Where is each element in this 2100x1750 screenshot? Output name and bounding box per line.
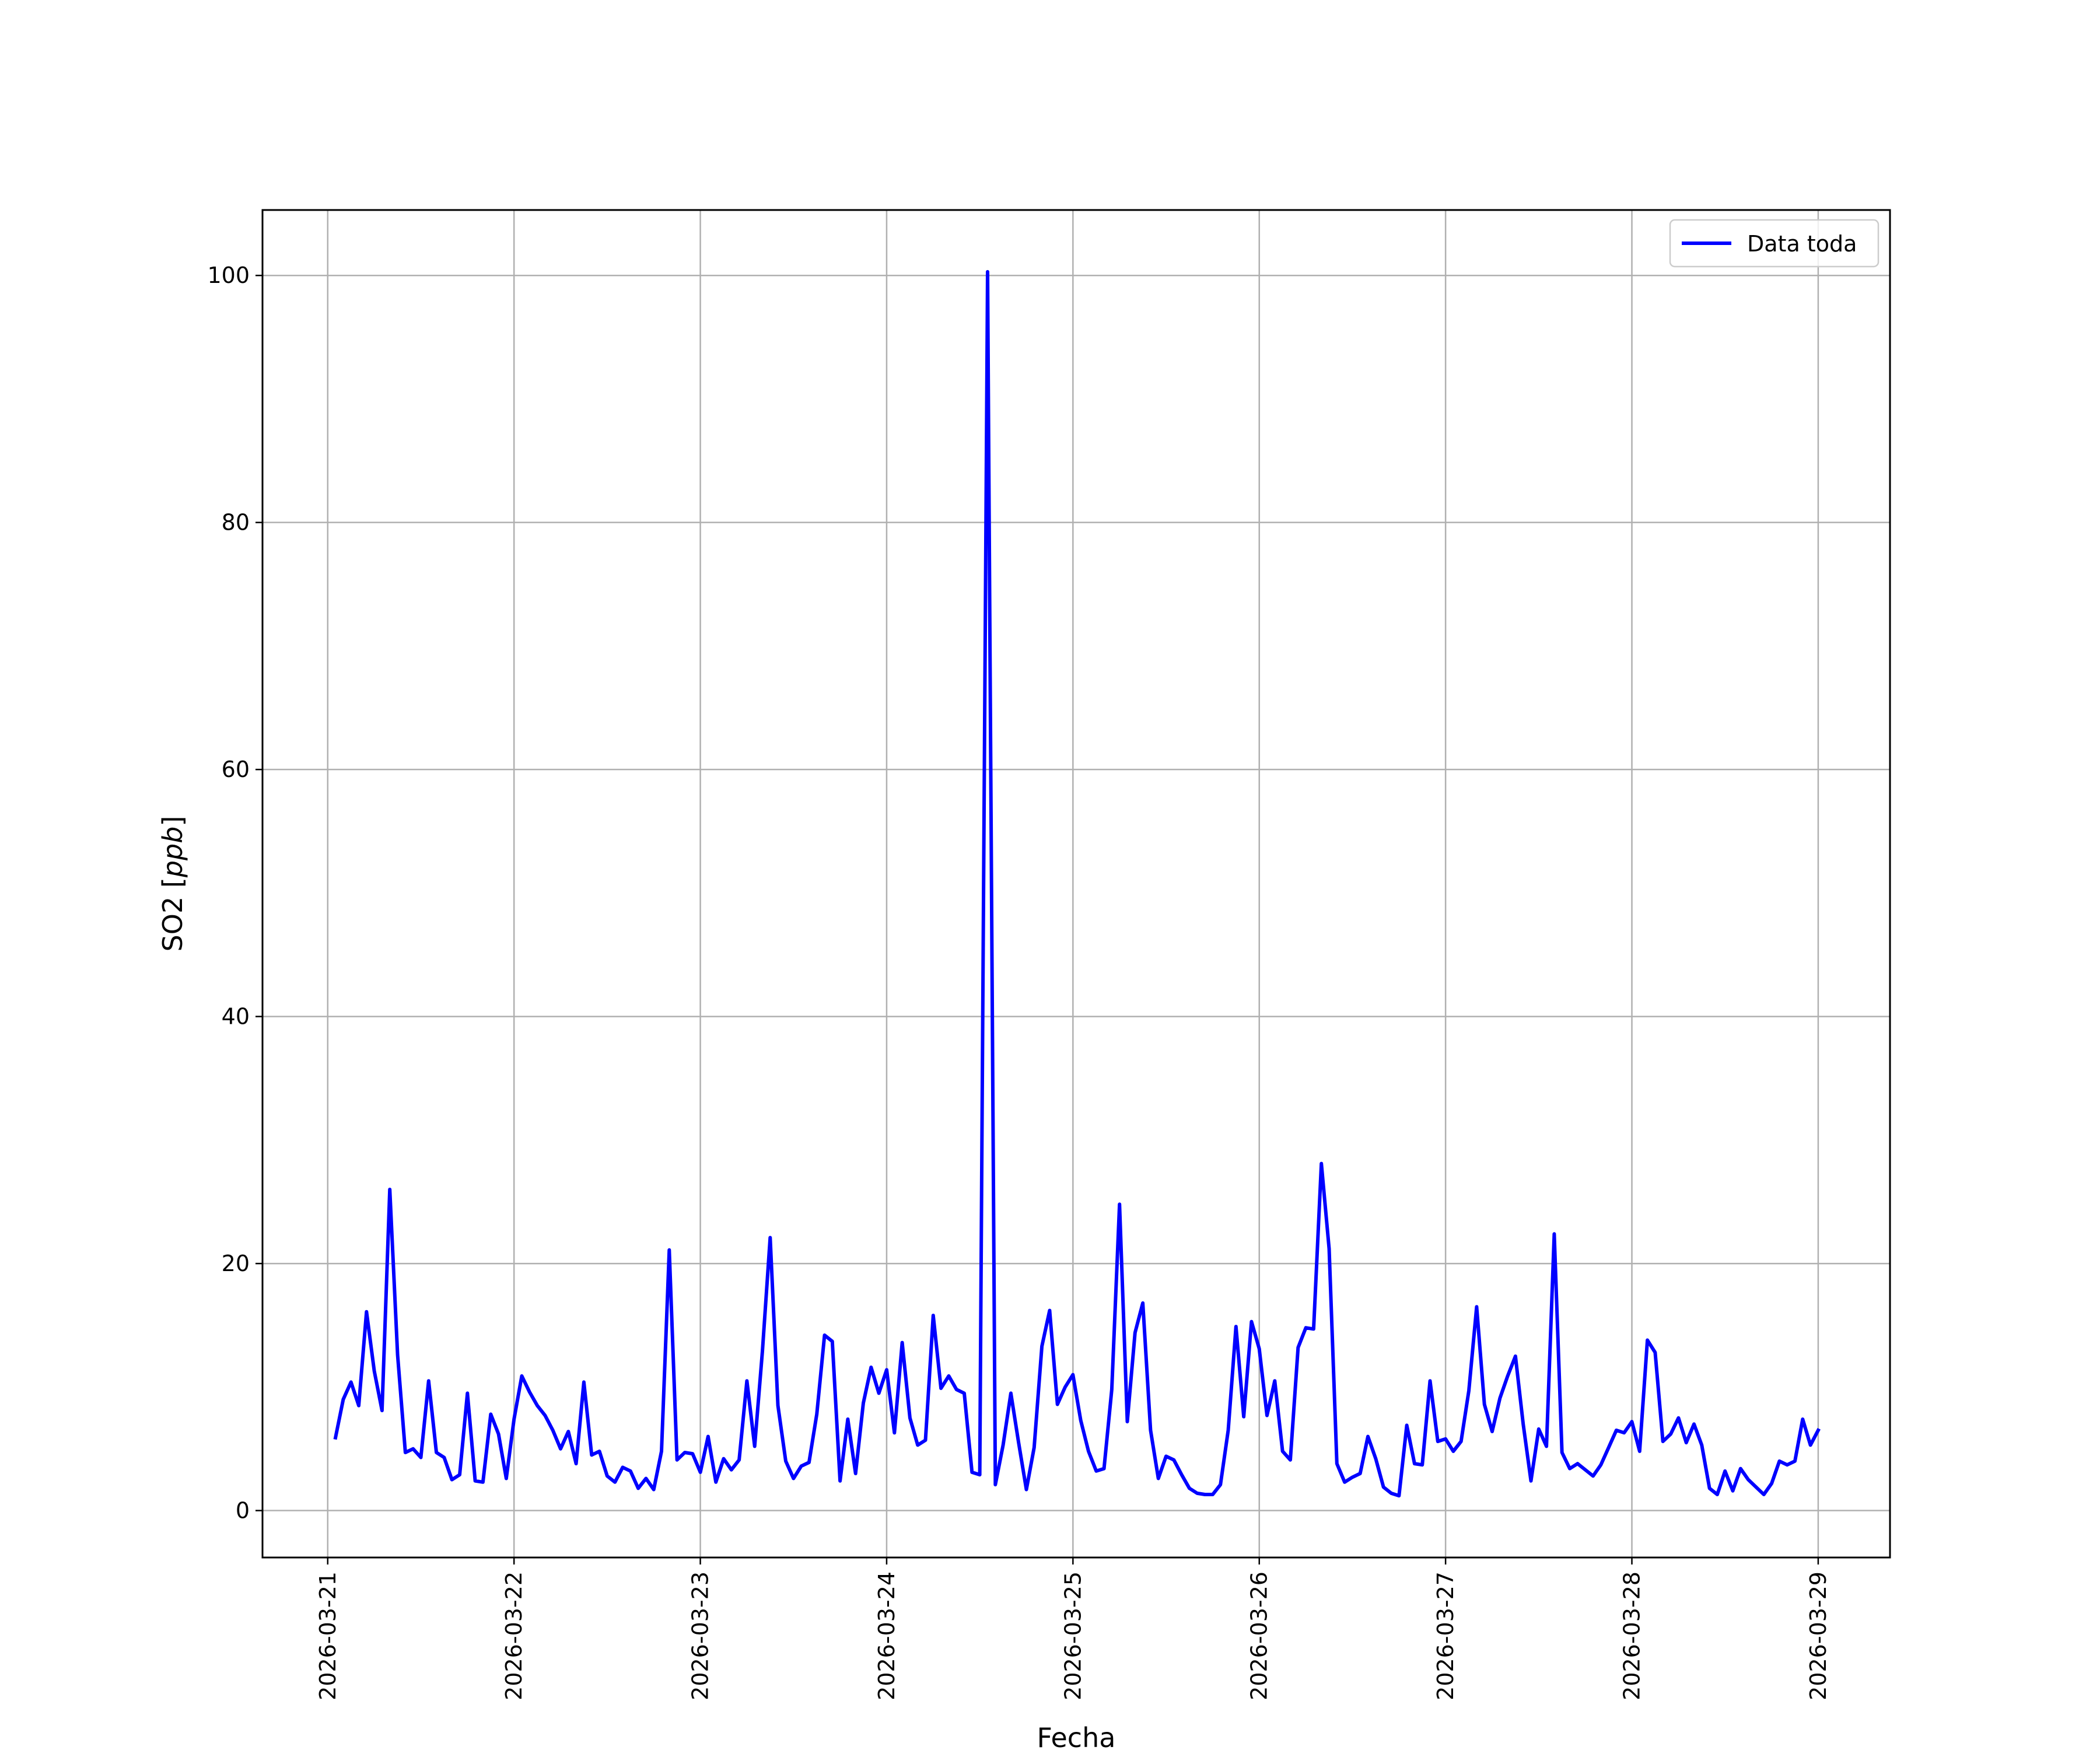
plot-frame [261, 209, 1891, 1559]
y-axis-label: SO2 [ppb] [157, 816, 188, 952]
x-tick-label: 2026-03-21 [315, 1572, 341, 1700]
legend-label: Data toda [1747, 231, 1857, 257]
y-axis-label-text: SO2 [ [157, 877, 188, 951]
x-tick-label: 2026-03-23 [688, 1572, 713, 1700]
x-axis-label: Fecha [1037, 1722, 1116, 1750]
x-tick-label: 2026-03-26 [1247, 1572, 1272, 1700]
legend: Data toda [1669, 219, 1880, 268]
legend-box [1669, 219, 1880, 268]
y-tick-label: 40 [222, 1004, 250, 1030]
ticks: 0 20 40 60 80 100 2026-03-21 2026-03-22 2026-03-… [207, 262, 1831, 1700]
y-tick-label: 0 [236, 1498, 250, 1524]
x-tick-label: 2026-03-24 [874, 1572, 900, 1700]
grid [262, 210, 1890, 1558]
x-tick-label: 2026-03-27 [1433, 1572, 1458, 1700]
series-line-data-toda [333, 270, 1821, 1498]
x-tick-label: 2026-03-22 [501, 1572, 527, 1700]
x-tick-label: 2026-03-29 [1805, 1572, 1831, 1700]
y-tick-label: 60 [222, 757, 250, 782]
x-tick-label: 2026-03-25 [1060, 1572, 1086, 1700]
data-layer [333, 270, 1821, 1498]
y-axis-label-close: ] [157, 816, 188, 827]
y-axis-label-unit: ppb [157, 827, 188, 878]
y-tick-label: 100 [207, 262, 250, 288]
y-tick-label: 80 [222, 510, 250, 536]
x-tick-label: 2026-03-28 [1619, 1572, 1645, 1700]
y-tick-label: 20 [222, 1251, 250, 1276]
